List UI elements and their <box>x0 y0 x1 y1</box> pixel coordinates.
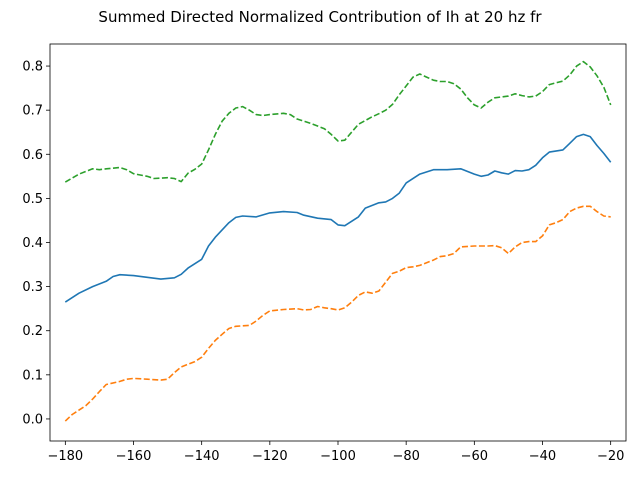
y-tick-label: 0.0 <box>22 412 43 427</box>
y-tick-label: 0.8 <box>22 60 43 75</box>
y-tick-label: 0.1 <box>22 368 43 383</box>
y-tick-label: 0.3 <box>22 280 43 295</box>
axes-layer: −180 −160 −140 −120 −100 −80 −60 −40 −20 0.0 0.1 0.… <box>22 43 627 464</box>
series-line-1 <box>64 133 612 303</box>
y-tick-label: 0.7 <box>22 104 43 119</box>
x-tick-label: −80 <box>392 449 419 464</box>
series-line-3 <box>64 60 612 183</box>
x-tick-label: −120 <box>252 449 288 464</box>
x-tick-label: −180 <box>47 449 83 464</box>
x-tick-label: −100 <box>320 449 356 464</box>
series-layer <box>64 60 612 422</box>
y-tick-label: 0.5 <box>22 192 43 207</box>
y-tick-label: 0.6 <box>22 148 43 163</box>
y-tick-label: 0.2 <box>22 324 43 339</box>
x-tick-label: −140 <box>184 449 220 464</box>
x-tick-label: −160 <box>116 449 152 464</box>
chart-title: Summed Directed Normalized Contribution … <box>98 8 542 26</box>
series-line-2 <box>64 205 611 422</box>
x-tick-label: −60 <box>461 449 488 464</box>
y-tick-label: 0.4 <box>22 236 43 251</box>
x-tick-label: −40 <box>529 449 556 464</box>
x-tick-label: −20 <box>597 449 624 464</box>
